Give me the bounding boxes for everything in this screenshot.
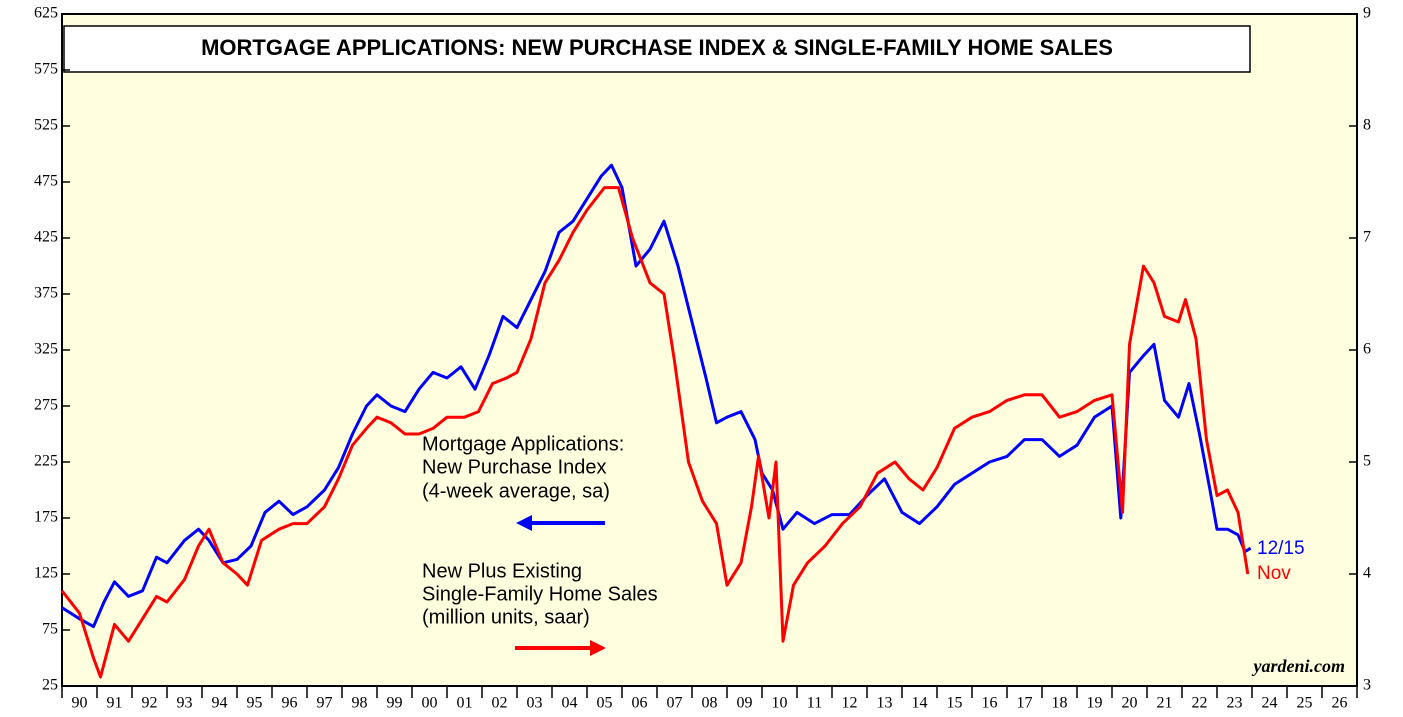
end-label: Nov <box>1257 563 1291 584</box>
y-tick-label: 325 <box>34 341 58 358</box>
x-tick-label: 15 <box>947 695 963 712</box>
x-tick-label: 20 <box>1122 695 1138 712</box>
x-tick-label: 03 <box>527 695 543 712</box>
y2-tick-label: 6 <box>1363 341 1371 358</box>
y-tick-label: 75 <box>42 621 58 638</box>
y2-tick-label: 4 <box>1363 565 1371 582</box>
x-tick-label: 00 <box>422 695 438 712</box>
y-tick-label: 475 <box>34 173 58 190</box>
end-label: 12/15 <box>1257 538 1305 559</box>
source: yardeni.com <box>1252 656 1346 676</box>
legend-label: New Plus Existing <box>422 560 582 582</box>
blue-arrow <box>516 515 605 531</box>
legend-label: New Purchase Index <box>422 456 607 478</box>
x-tick-label: 92 <box>142 695 158 712</box>
x-tick-label: 18 <box>1052 695 1068 712</box>
x-tick-label: 17 <box>1017 695 1033 712</box>
x-tick-label: 91 <box>107 695 123 712</box>
x-tick-label: 90 <box>72 695 88 712</box>
legend-label: (million units, saar) <box>422 606 590 628</box>
x-tick-label: 94 <box>212 695 228 712</box>
x-tick-label: 21 <box>1157 695 1173 712</box>
x-tick-label: 99 <box>387 695 403 712</box>
plot-area <box>61 13 1358 687</box>
y-tick-label: 25 <box>42 677 58 694</box>
y-tick-label: 625 <box>34 5 58 22</box>
x-tick-label: 05 <box>597 695 613 712</box>
x-tick-label: 04 <box>562 695 578 712</box>
legend-label: Mortgage Applications: <box>422 433 624 455</box>
red-arrow <box>515 640 606 656</box>
x-tick-label: 97 <box>317 695 333 712</box>
y2-tick-label: 3 <box>1363 677 1371 694</box>
y2-tick-label: 8 <box>1363 117 1371 134</box>
x-tick-label: 24 <box>1262 695 1278 712</box>
y-tick-label: 225 <box>34 453 58 470</box>
y-tick-label: 525 <box>34 117 58 134</box>
x-tick-label: 22 <box>1192 695 1208 712</box>
y-tick-label: 425 <box>34 229 58 246</box>
x-tick-label: 25 <box>1297 695 1313 712</box>
x-tick-label: 11 <box>807 695 822 712</box>
y2-tick-label: 9 <box>1363 5 1371 22</box>
x-tick-label: 23 <box>1227 695 1243 712</box>
y-tick-label: 175 <box>34 509 58 526</box>
y-tick-label: 275 <box>34 397 58 414</box>
x-tick-label: 16 <box>982 695 998 712</box>
y-tick-label: 575 <box>34 61 58 78</box>
y-tick-label: 375 <box>34 285 58 302</box>
x-tick-label: 96 <box>282 695 298 712</box>
x-tick-label: 09 <box>737 695 753 712</box>
x-tick-label: 08 <box>702 695 718 712</box>
y-tick-label: 125 <box>34 565 58 582</box>
x-tick-label: 93 <box>177 695 193 712</box>
x-tick-label: 06 <box>632 695 648 712</box>
y2-tick-label: 7 <box>1363 229 1371 246</box>
x-tick-label: 19 <box>1087 695 1103 712</box>
x-tick-label: 07 <box>667 695 683 712</box>
x-tick-label: 26 <box>1332 695 1348 712</box>
x-tick-label: 14 <box>912 695 928 712</box>
series-line <box>60 186 1250 679</box>
chart-title: MORTGAGE APPLICATIONS: NEW PURCHASE INDE… <box>201 35 1113 60</box>
x-tick-label: 01 <box>457 695 473 712</box>
series-line <box>61 163 1252 629</box>
x-tick-label: 02 <box>492 695 508 712</box>
x-tick-label: 95 <box>247 695 263 712</box>
y2-tick-label: 5 <box>1363 453 1371 470</box>
x-tick-label: 12 <box>842 695 858 712</box>
x-tick-label: 13 <box>877 695 893 712</box>
title-box <box>63 25 1251 73</box>
x-tick-label: 98 <box>352 695 368 712</box>
legend-label: Single-Family Home Sales <box>422 583 658 605</box>
x-tick-label: 10 <box>772 695 788 712</box>
legend-label: (4-week average, sa) <box>422 480 610 502</box>
